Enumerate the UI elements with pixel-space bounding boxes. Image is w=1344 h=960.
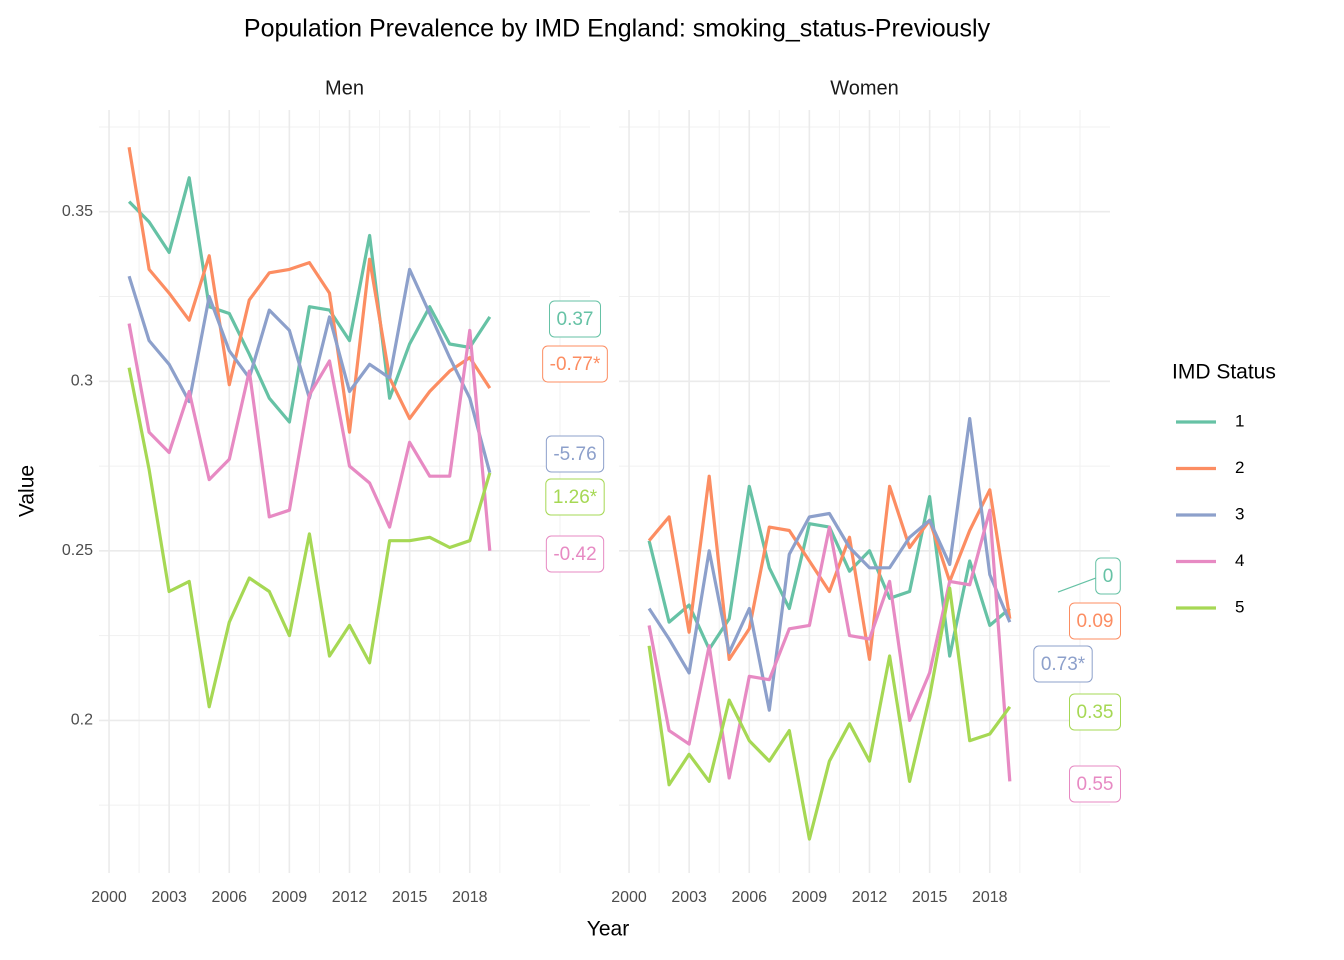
- y-tick-label: 0.2: [71, 712, 93, 729]
- annotation-box: [542, 345, 608, 383]
- legend-label: 4: [1235, 551, 1244, 570]
- annotation-label: 1.26*: [553, 487, 598, 508]
- legend-label: 5: [1235, 597, 1244, 616]
- annotation-leader: [1057, 577, 1096, 593]
- annotation-box: [549, 300, 601, 338]
- annotation-label: 0.09: [1077, 611, 1114, 632]
- data-line: [127, 267, 492, 474]
- data-line: [127, 367, 492, 709]
- y-tick-label: 0.35: [62, 203, 93, 220]
- legend-label: 3: [1235, 504, 1244, 523]
- y-tick-label: 0.3: [71, 373, 93, 390]
- annotation-label: 0.55: [1077, 774, 1114, 795]
- data-line: [647, 586, 1012, 841]
- y-tick-label: 0.25: [62, 542, 93, 559]
- x-tick-label: 2006: [211, 889, 247, 906]
- x-tick-label: 2000: [91, 889, 127, 906]
- x-tick-label: 2018: [452, 889, 488, 906]
- x-tick-label: 2009: [792, 889, 828, 906]
- data-line: [127, 176, 492, 424]
- x-tick-label: 2006: [731, 889, 767, 906]
- x-tick-label: 2018: [972, 889, 1008, 906]
- annotation-label: 0.73*: [1041, 654, 1086, 675]
- x-tick-label: 2015: [912, 889, 948, 906]
- x-tick-label: 2009: [272, 889, 308, 906]
- annotation-label: 0.35: [1077, 702, 1114, 723]
- x-axis-title: Year: [587, 918, 629, 941]
- x-tick-label: 2000: [611, 889, 647, 906]
- data-line: [127, 323, 492, 551]
- x-tick-label: 2003: [151, 889, 187, 906]
- x-tick-label: 2012: [332, 889, 368, 906]
- annotation-label: -0.42: [553, 544, 596, 565]
- legend-title: IMD Status: [1172, 361, 1276, 384]
- x-tick-label: 2003: [671, 889, 707, 906]
- annotation-box: [1069, 602, 1121, 640]
- legend-label: 1: [1235, 411, 1244, 430]
- x-tick-label: 2012: [852, 889, 888, 906]
- annotation-box: [545, 435, 605, 473]
- annotation-box: [1095, 557, 1121, 595]
- facet-title: Men: [325, 77, 364, 99]
- data-line: [127, 147, 492, 434]
- data-line: [647, 508, 1012, 782]
- annotation-box: [545, 478, 605, 516]
- x-tick-label: 2015: [392, 889, 428, 906]
- annotation-box: [1069, 693, 1121, 731]
- data-line: [647, 417, 1012, 712]
- annotation-box: [1069, 765, 1121, 803]
- annotation-label: -0.77*: [550, 354, 601, 375]
- annotation-box: [545, 535, 605, 573]
- legend-label: 2: [1235, 458, 1244, 477]
- annotation-label: -5.76: [553, 444, 596, 465]
- annotation-box: [1033, 645, 1093, 683]
- annotation-label: 0.37: [557, 309, 594, 330]
- y-axis-title: Value: [16, 465, 39, 517]
- annotation-label: 0: [1103, 566, 1114, 587]
- chart-title: Population Prevalence by IMD England: sm…: [244, 15, 991, 43]
- facet-title: Women: [830, 77, 899, 99]
